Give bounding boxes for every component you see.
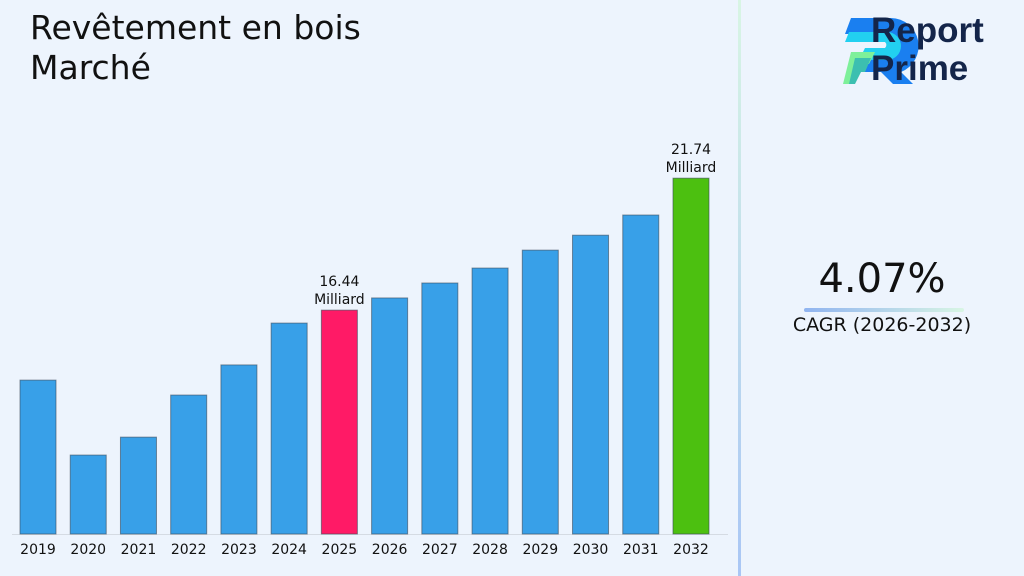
x-tick-label: 2029 [522,542,558,558]
bar-2020 [69,454,107,535]
chart-title: Revêtement en bois Marché [30,8,361,88]
bar-2022 [170,394,208,535]
x-tick-label: 2023 [221,542,257,558]
title-line-2: Marché [30,48,151,87]
bar-2027 [421,282,459,535]
cagr-value: 4.07% [818,256,946,302]
logo-line-2: Prime [871,49,969,88]
x-tick-label: 2031 [623,542,659,558]
x-tick-label: 2020 [70,542,106,558]
bar-2023 [220,364,258,535]
cagr-underline [804,308,964,312]
bar-2021 [119,436,157,535]
x-tick-label: 2026 [372,542,408,558]
x-tick-label: 2030 [573,542,609,558]
x-tick-label: 2025 [322,542,358,558]
bar-2025 [320,309,358,535]
title-line-1: Revêtement en bois [30,8,361,47]
divider [738,0,741,576]
data-label-unit: Milliard [666,160,717,176]
bar-2019 [19,379,57,535]
data-label-unit: Milliard [314,292,365,308]
report-prime-logo-icon [843,18,919,84]
x-tick-label: 2022 [171,542,207,558]
bar-2024 [270,322,308,535]
x-tick-label: 2028 [472,542,508,558]
x-tick-label: 2024 [271,542,307,558]
logo-line-1: Report [871,11,984,50]
bar-2026 [371,297,409,535]
bar-2030 [572,234,610,535]
bar-2031 [622,214,660,535]
x-tick-label: 2019 [20,542,56,558]
logo-text: Report Prime [871,12,984,88]
bar-2029 [521,249,559,535]
x-tick-label: 2021 [121,542,157,558]
cagr-label: CAGR (2026-2032) [792,314,972,336]
data-label-value: 21.74 [671,142,711,158]
data-label-value: 16.44 [319,274,359,290]
bar-chart: 2019 2020 2021 2022 2023 2024 2025 16.44 Milliar… [12,142,728,558]
bar-2028 [471,267,509,535]
x-tick-label: 2032 [673,542,709,558]
bar-2032 [672,177,710,535]
x-tick-label: 2027 [422,542,458,558]
